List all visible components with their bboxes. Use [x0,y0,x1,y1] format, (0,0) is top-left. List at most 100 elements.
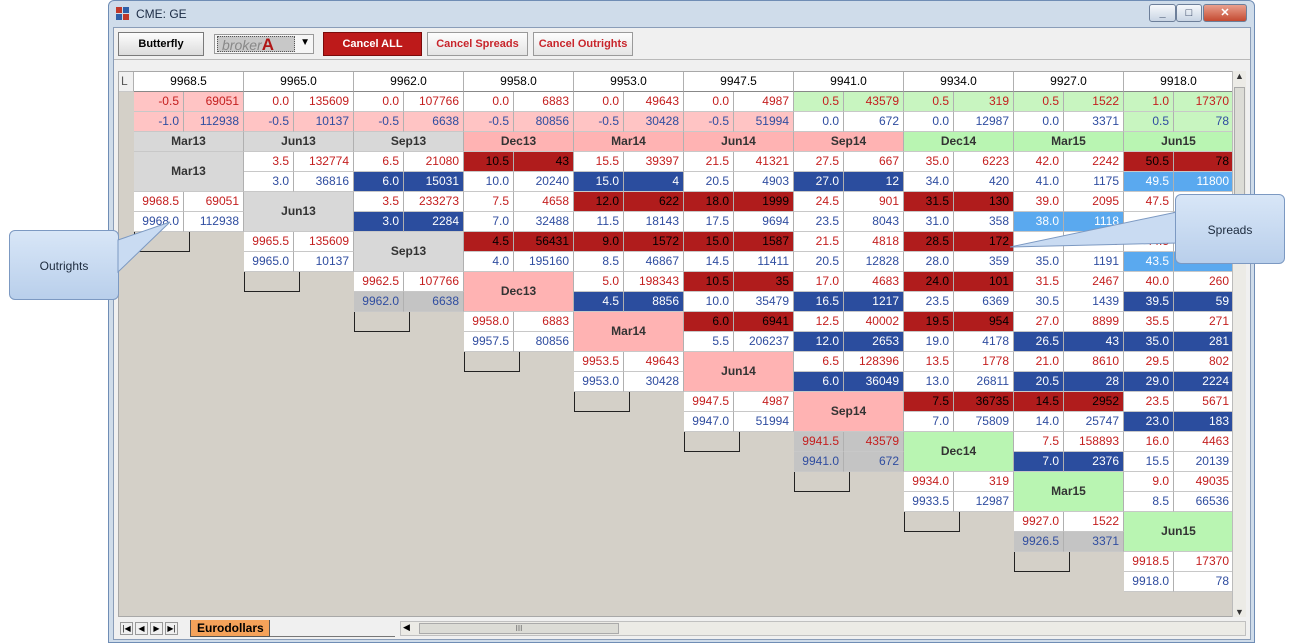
ask-price-cell[interactable]: 23.0 [1124,412,1174,432]
ask-price-cell[interactable]: 13.0 [904,372,954,392]
ask-qty-cell[interactable]: 2224 [1174,372,1232,392]
ask-price-cell[interactable]: 17.5 [684,212,734,232]
bid-price-cell[interactable]: 15.0 [684,232,734,252]
bid-price-cell[interactable]: 44.5 [1124,232,1174,252]
ask-price-cell[interactable] [1124,212,1174,232]
ask-qty-cell[interactable]: 4 [624,172,684,192]
ask-price-cell[interactable]: 9962.0 [354,292,404,312]
bid-qty-cell[interactable]: 128396 [844,352,904,372]
bid-qty-cell[interactable]: 802 [1174,352,1232,372]
change-cell[interactable]: 0.0 [684,92,734,112]
change-cell[interactable]: -0.5 [464,112,514,132]
ask-price-cell[interactable]: 9947.0 [684,412,734,432]
volume-cell[interactable]: 6638 [404,112,464,132]
ask-qty-cell[interactable]: 43 [1064,332,1124,352]
bid-price-cell[interactable]: 7.5 [1014,432,1064,452]
volume-cell[interactable]: 4987 [734,92,794,112]
bid-qty-cell[interactable]: 954 [954,312,1014,332]
bid-price-cell[interactable]: 3.5 [354,192,404,212]
volume-cell[interactable]: 10137 [294,112,354,132]
ask-price-cell[interactable]: 5.5 [684,332,734,352]
empty-order-slot[interactable] [574,392,630,412]
bid-price-cell[interactable]: 17.0 [794,272,844,292]
scroll-down-icon[interactable]: ▼ [1235,607,1244,617]
chevron-down-icon[interactable]: ▼ [300,37,310,48]
bid-qty-cell[interactable]: 2467 [1064,272,1124,292]
ask-price-cell[interactable]: 9941.0 [794,452,844,472]
ask-price-cell[interactable]: 8.5 [574,252,624,272]
change-cell[interactable]: -0.5 [684,112,734,132]
bid-price-cell[interactable]: 4.5 [464,232,514,252]
ask-qty-cell[interactable]: 26811 [954,372,1014,392]
bid-qty-cell[interactable]: 158893 [1064,432,1124,452]
bid-qty-cell[interactable]: 4658 [514,192,574,212]
bid-price-cell[interactable]: 9947.5 [684,392,734,412]
ask-price-cell[interactable]: 9953.0 [574,372,624,392]
bid-price-cell[interactable]: 9962.5 [354,272,404,292]
bid-qty-cell[interactable]: 233273 [404,192,464,212]
bid-qty-cell[interactable]: 622 [624,192,684,212]
broker-select[interactable]: brokerA ▼ [214,34,314,54]
volume-cell[interactable]: 112938 [184,112,244,132]
bid-price-cell[interactable]: 12.0 [574,192,624,212]
bid-price-cell[interactable]: 19.5 [904,312,954,332]
ask-price-cell[interactable]: 10.0 [464,172,514,192]
bid-qty-cell[interactable]: 49035 [1174,472,1232,492]
bid-qty-cell[interactable]: 6223 [954,152,1014,172]
bid-price-cell[interactable]: 16.0 [1124,432,1174,452]
volume-cell[interactable]: 69051 [184,92,244,112]
ask-qty-cell[interactable]: 30428 [624,372,684,392]
bid-price-cell[interactable]: 21.5 [684,152,734,172]
ask-qty-cell[interactable]: 59 [1174,292,1232,312]
ask-qty-cell[interactable]: 51994 [734,412,794,432]
ask-qty-cell[interactable]: 1217 [844,292,904,312]
bid-qty-cell[interactable]: 1999 [734,192,794,212]
bid-qty-cell[interactable]: 901 [844,192,904,212]
ask-price-cell[interactable]: 49.5 [1124,172,1174,192]
bid-price-cell[interactable]: 40.0 [1124,272,1174,292]
bid-qty-cell[interactable]: 4463 [1174,432,1232,452]
bid-qty-cell[interactable]: 4987 [734,392,794,412]
change-cell[interactable]: 0.0 [1014,112,1064,132]
bid-price-cell[interactable]: 6.5 [794,352,844,372]
bid-qty-cell[interactable]: 198343 [624,272,684,292]
volume-cell[interactable]: 319 [954,92,1014,112]
bid-qty-cell[interactable]: 135609 [294,232,354,252]
close-button[interactable]: ✕ [1203,4,1247,22]
empty-order-slot[interactable] [134,232,190,252]
scroll-up-icon[interactable]: ▲ [1235,71,1244,81]
change-cell[interactable]: 0.0 [464,92,514,112]
bid-price-cell[interactable]: 6.0 [684,312,734,332]
ask-price-cell[interactable]: 9933.5 [904,492,954,512]
ask-price-cell[interactable]: 34.0 [904,172,954,192]
ask-price-cell[interactable]: 9926.5 [1014,532,1064,552]
volume-cell[interactable]: 78 [1174,112,1232,132]
bid-qty-cell[interactable]: 2952 [1064,392,1124,412]
bid-price-cell[interactable]: 27.5 [794,152,844,172]
bid-price-cell[interactable]: 35.5 [1124,312,1174,332]
ask-qty-cell[interactable]: 1175 [1064,172,1124,192]
volume-cell[interactable]: 43579 [844,92,904,112]
bid-price-cell[interactable]: 9968.5 [134,192,184,212]
ask-price-cell[interactable]: 9957.5 [464,332,514,352]
empty-order-slot[interactable] [354,312,410,332]
ask-price-cell[interactable]: 35.0 [1124,332,1174,352]
bid-price-cell[interactable]: 31.5 [1014,272,1064,292]
ask-qty-cell[interactable]: 206237 [734,332,794,352]
bid-qty-cell[interactable]: 40002 [844,312,904,332]
bid-price-cell[interactable]: 15.5 [574,152,624,172]
bid-qty-cell[interactable]: 4683 [844,272,904,292]
bid-qty-cell[interactable]: 667 [844,152,904,172]
bid-price-cell[interactable] [1014,232,1064,252]
empty-order-slot[interactable] [794,472,850,492]
bid-price-cell[interactable]: 10.5 [464,152,514,172]
ask-qty-cell[interactable]: 11800 [1174,172,1232,192]
ask-qty-cell[interactable]: 4178 [954,332,1014,352]
ask-price-cell[interactable]: 23.5 [904,292,954,312]
change-cell[interactable]: -0.5 [134,92,184,112]
change-cell[interactable]: -0.5 [244,112,294,132]
bid-qty-cell[interactable]: 107766 [404,272,464,292]
empty-order-slot[interactable] [244,272,300,292]
bid-qty-cell[interactable]: 78 [1174,152,1232,172]
ask-qty-cell[interactable]: 358 [954,212,1014,232]
